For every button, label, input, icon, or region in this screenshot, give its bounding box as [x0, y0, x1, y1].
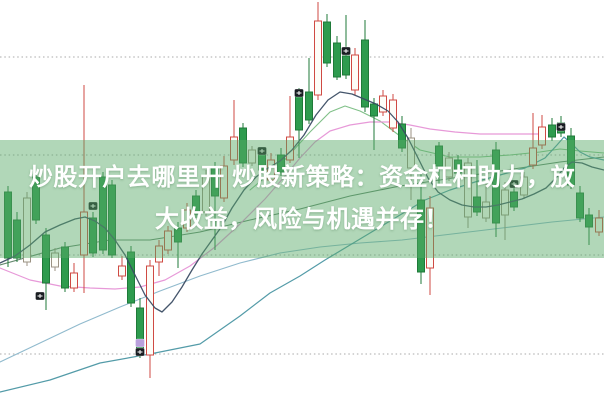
- candle-body: [61, 246, 69, 289]
- candle-body: [454, 159, 462, 174]
- candle-body: [51, 252, 59, 268]
- candle-body: [323, 21, 331, 64]
- candle-body: [305, 91, 313, 121]
- candle-body: [108, 184, 116, 256]
- banner-text-line-1: 炒股开户去哪里开 炒股新策略：资金杠杆助力，放: [28, 164, 576, 191]
- candle-body: [379, 95, 387, 113]
- candle-body: [89, 217, 97, 254]
- candle-body: [426, 207, 434, 269]
- candle-body: [118, 265, 126, 277]
- candle-body: [492, 149, 500, 224]
- candle-body: [529, 147, 537, 166]
- candle-body: [220, 165, 228, 199]
- candle-body: [314, 20, 322, 96]
- candle-body: [164, 230, 172, 251]
- candle-body: [407, 137, 415, 169]
- candle-body: [42, 234, 50, 284]
- candle-body: [174, 227, 182, 243]
- ma-light-blue-slow: [0, 216, 604, 363]
- event-marker-purple: [135, 338, 145, 348]
- candle-body: [464, 162, 472, 218]
- candle-body: [435, 145, 443, 167]
- candle-body: [277, 154, 285, 173]
- candle-body: [230, 136, 238, 161]
- candle-body: [520, 176, 528, 196]
- candle-body: [361, 39, 369, 108]
- ma-slate-green: [0, 156, 604, 266]
- candle-body: [370, 103, 378, 117]
- candle-body: [417, 199, 425, 273]
- candle-body: [585, 214, 593, 228]
- candle-body: [192, 195, 200, 215]
- candle-body: [13, 219, 21, 259]
- candle-body: [267, 159, 275, 181]
- candle-body: [398, 123, 406, 149]
- candle-body: [248, 149, 256, 164]
- banner-text-line-2: 大收益，风险与机遇并存！: [155, 206, 449, 233]
- candle-body: [445, 157, 453, 178]
- candle-body: [576, 192, 584, 219]
- candle-body: [538, 126, 546, 146]
- candle-body: [333, 42, 341, 78]
- candle-body: [211, 167, 219, 197]
- candle-body: [351, 54, 359, 91]
- ma-navy: [0, 91, 604, 313]
- candle-body: [32, 176, 40, 221]
- candle-body: [99, 176, 107, 251]
- candle-body: [473, 196, 481, 213]
- candle-body: [127, 251, 135, 304]
- overlay-banner: 炒股开户去哪里开 炒股新策略：资金杠杆助力，放 大收益，风险与机遇并存！: [0, 140, 604, 258]
- candle-body: [548, 124, 556, 138]
- candle-body: [239, 127, 247, 164]
- ma-teal: [0, 136, 604, 393]
- candle-body: [23, 197, 31, 263]
- candle-body: [80, 211, 88, 256]
- candle-body: [595, 217, 603, 233]
- candle-body: [183, 209, 191, 229]
- candle-body: [146, 265, 154, 356]
- candle-body: [342, 55, 350, 76]
- candle-body: [567, 135, 575, 186]
- candle-body: [4, 191, 12, 259]
- candle-body: [482, 201, 490, 219]
- candle-body: [389, 99, 397, 129]
- candle-body: [295, 94, 303, 131]
- candle-body: [155, 245, 163, 263]
- ma-pink: [0, 121, 541, 290]
- candle-body: [202, 175, 210, 213]
- candle-body: [70, 272, 78, 289]
